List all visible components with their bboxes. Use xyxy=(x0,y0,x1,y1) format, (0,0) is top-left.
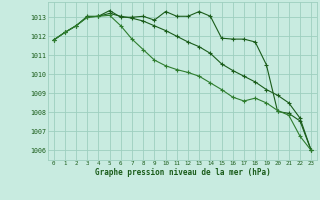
X-axis label: Graphe pression niveau de la mer (hPa): Graphe pression niveau de la mer (hPa) xyxy=(94,168,270,177)
